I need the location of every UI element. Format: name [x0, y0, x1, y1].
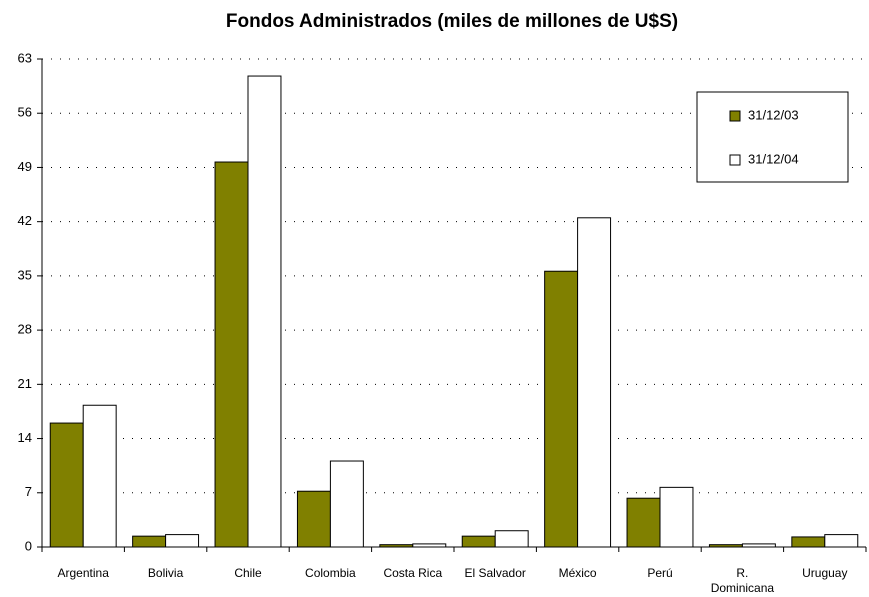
legend-label: 31/12/04	[748, 151, 799, 166]
y-tick-label: 14	[18, 430, 32, 445]
x-tick-label: Argentina	[57, 566, 109, 580]
bar	[247, 75, 282, 548]
y-tick-label: 7	[25, 484, 32, 499]
y-tick-label: 0	[25, 538, 32, 553]
x-tick-label: Perú	[647, 566, 673, 580]
y-tick-label: 35	[18, 267, 32, 282]
x-tick-label: R. Dominicana	[710, 566, 775, 595]
bar	[461, 535, 496, 548]
legend-box	[696, 91, 849, 183]
bar	[626, 497, 661, 548]
bar	[165, 534, 200, 548]
x-tick-label: Costa Rica	[383, 566, 443, 580]
bar	[412, 543, 447, 548]
bar	[132, 535, 167, 548]
bar	[824, 534, 859, 548]
x-tick-label: Chile	[234, 566, 262, 580]
bar	[296, 490, 331, 548]
bar	[544, 270, 579, 548]
y-tick-label: 21	[18, 376, 32, 391]
y-tick-label: 49	[18, 159, 32, 174]
bar	[329, 460, 364, 548]
chart-title: Fondos Administrados (miles de millones …	[226, 11, 678, 32]
bar	[791, 536, 826, 548]
x-tick-label: El Salvador	[464, 566, 526, 580]
y-tick-label: 42	[18, 213, 32, 228]
legend-swatch	[729, 110, 741, 122]
x-tick-label: Uruguay	[802, 566, 848, 580]
bar	[49, 422, 84, 548]
x-tick-label: Colombia	[305, 566, 356, 580]
y-tick-label: 28	[18, 322, 32, 337]
legend-swatch	[729, 154, 741, 166]
legend-label: 31/12/03	[748, 107, 799, 122]
bar	[708, 544, 743, 548]
x-tick-label: México	[558, 566, 597, 580]
bar	[741, 543, 776, 548]
bar	[82, 404, 117, 548]
bar	[494, 530, 529, 548]
x-tick-label: Bolivia	[147, 566, 184, 580]
bar	[379, 544, 414, 548]
y-tick-label: 56	[18, 105, 32, 120]
bar	[659, 486, 694, 548]
bar	[214, 161, 249, 548]
bar	[577, 217, 612, 548]
y-tick-label: 63	[18, 50, 32, 65]
